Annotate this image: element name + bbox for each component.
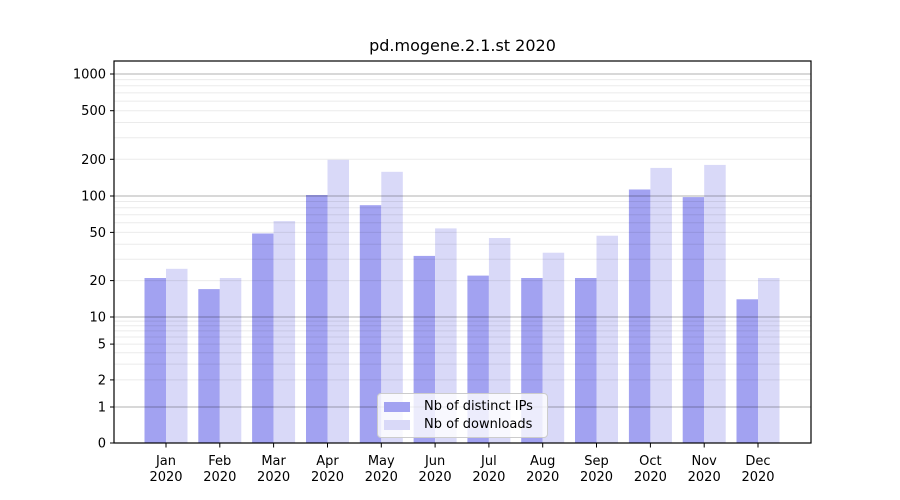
x-tick-year-oct: 2020 xyxy=(634,470,667,485)
bar-downloads-nov xyxy=(704,164,726,443)
chart-title: pd.mogene.2.1.st 2020 xyxy=(369,36,556,55)
y-tick-label-1000: 1000 xyxy=(73,68,106,83)
legend-swatch-downloads xyxy=(384,419,410,430)
x-tick-year-nov: 2020 xyxy=(688,470,721,485)
y-tick-label-1: 1 xyxy=(98,401,106,416)
bar-downloads-jan xyxy=(166,268,188,443)
x-tick-year-mar: 2020 xyxy=(257,470,290,485)
bar-downloads-aug xyxy=(542,252,565,443)
x-tick-label-apr: Apr xyxy=(316,454,339,469)
legend-swatch-distinct-ips xyxy=(384,401,410,412)
legend-item-downloads: Nb of downloads xyxy=(384,417,539,432)
x-tick-label-may: May xyxy=(368,454,395,469)
bar-ips-oct xyxy=(628,189,651,443)
bar-downloads-may xyxy=(381,171,403,444)
y-tick-label-0: 0 xyxy=(98,437,106,452)
x-tick-label-feb: Feb xyxy=(208,454,231,469)
y-tick-label-50: 50 xyxy=(89,226,106,241)
plot-border xyxy=(113,60,812,444)
bar-downloads-mar xyxy=(273,221,296,443)
x-tick-label-dec: Dec xyxy=(745,454,770,469)
bar-ips-may xyxy=(359,205,382,443)
bar-downloads-oct xyxy=(650,167,672,443)
y-tick-label-5: 5 xyxy=(98,338,106,353)
x-tick-label-nov: Nov xyxy=(692,454,718,469)
x-tick-label-oct: Oct xyxy=(639,454,661,469)
x-tick-year-sep: 2020 xyxy=(580,470,613,485)
bar-ips-mar xyxy=(252,233,274,443)
x-tick-year-jun: 2020 xyxy=(419,470,452,485)
legend-label-downloads: Nb of downloads xyxy=(424,417,533,432)
legend: Nb of distinct IPs Nb of downloads xyxy=(377,393,548,438)
bar-ips-dec xyxy=(736,299,758,443)
x-tick-year-aug: 2020 xyxy=(526,470,559,485)
bar-ips-jan xyxy=(144,278,166,443)
y-tick-label-100: 100 xyxy=(81,190,106,205)
bar-downloads-dec xyxy=(758,278,780,443)
bar-ips-apr xyxy=(306,195,328,443)
bar-downloads-apr xyxy=(327,159,349,444)
bar-downloads-jun xyxy=(435,228,457,443)
y-tick-label-10: 10 xyxy=(89,311,106,326)
y-tick-label-2: 2 xyxy=(98,373,106,388)
x-tick-year-jan: 2020 xyxy=(149,470,182,485)
x-tick-label-sep: Sep xyxy=(584,454,609,469)
y-tick-label-20: 20 xyxy=(89,274,106,289)
y-tick-label-500: 500 xyxy=(81,104,106,119)
x-tick-year-may: 2020 xyxy=(365,470,398,485)
x-tick-label-mar: Mar xyxy=(261,454,286,469)
x-tick-label-aug: Aug xyxy=(530,454,555,469)
legend-item-distinct-ips: Nb of distinct IPs xyxy=(384,399,539,414)
x-tick-label-jun: Jun xyxy=(424,454,445,469)
bar-ips-nov xyxy=(682,197,705,443)
legend-label-distinct-ips: Nb of distinct IPs xyxy=(424,399,533,414)
x-tick-year-dec: 2020 xyxy=(741,470,774,485)
bar-ips-sep xyxy=(575,278,597,443)
bar-ips-feb xyxy=(198,289,220,443)
y-tick-label-200: 200 xyxy=(81,153,106,168)
x-tick-label-jan: Jan xyxy=(155,454,176,469)
bar-downloads-feb xyxy=(219,278,242,443)
x-tick-label-jul: Jul xyxy=(480,454,497,469)
bar-downloads-sep xyxy=(596,235,618,443)
bar-downloads-jul xyxy=(488,238,511,443)
x-tick-year-feb: 2020 xyxy=(203,470,236,485)
x-tick-year-apr: 2020 xyxy=(311,470,344,485)
x-tick-year-jul: 2020 xyxy=(472,470,505,485)
